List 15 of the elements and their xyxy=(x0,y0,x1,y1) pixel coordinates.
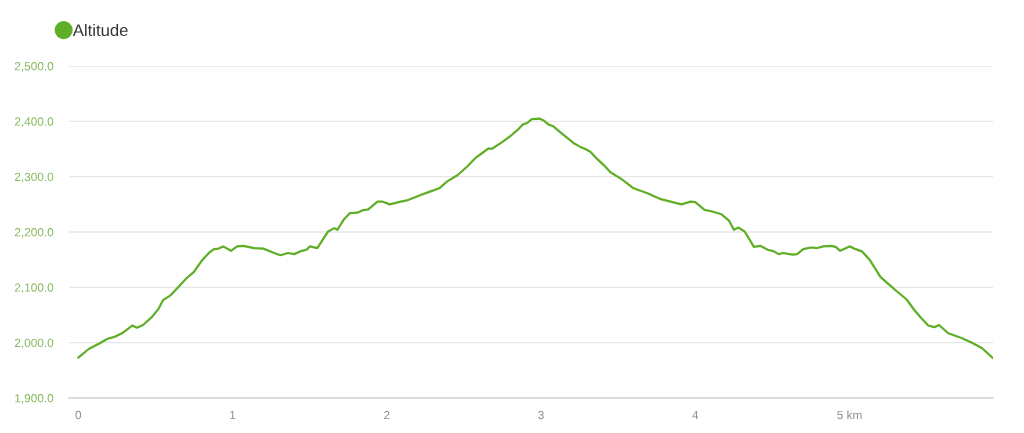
x-tick-label: 2 xyxy=(384,410,390,420)
x-tick-label: 0 xyxy=(75,410,82,420)
line-series xyxy=(77,117,993,360)
y-tick-label: 2,400.0 xyxy=(14,117,54,128)
x-tick-label: 3 xyxy=(538,410,544,420)
legend-label: Altitude xyxy=(72,23,128,37)
y-tick-label: 2,000.0 xyxy=(14,338,54,349)
y-tick-label: 2,200.0 xyxy=(14,228,54,238)
y-tick-label: 2,100.0 xyxy=(14,283,54,294)
y-tick-label: 2,500.0 xyxy=(14,62,54,72)
y-tick-label: 2,300.0 xyxy=(14,172,54,183)
x-tick-label: 1 xyxy=(230,410,236,420)
x-tick-label: 5 km xyxy=(837,410,862,420)
y-tick-label: 1,900.0 xyxy=(15,394,54,404)
x-tick-label: 4 xyxy=(692,410,699,420)
